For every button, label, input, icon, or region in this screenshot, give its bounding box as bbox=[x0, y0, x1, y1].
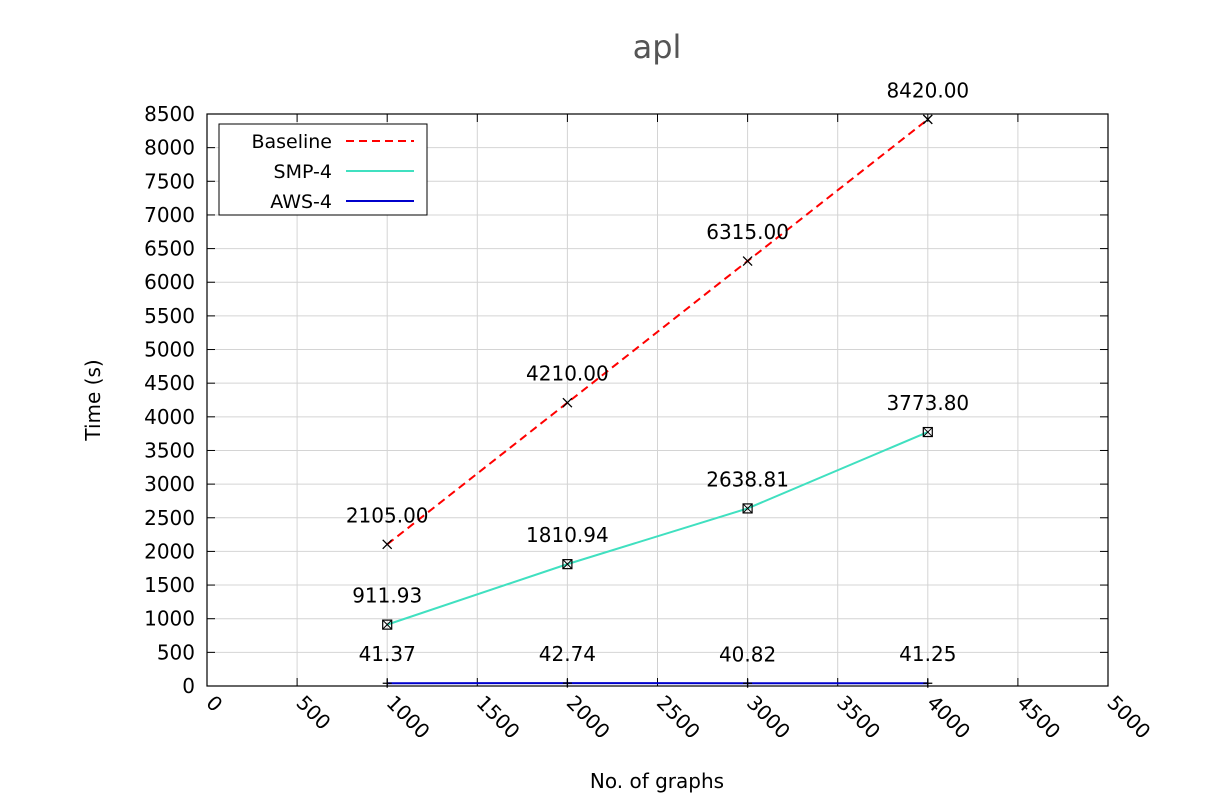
y-tick-label: 3000 bbox=[144, 472, 195, 496]
legend-label: SMP-4 bbox=[274, 161, 332, 183]
series-line-baseline bbox=[386, 118, 929, 546]
x-tick-label: 2500 bbox=[652, 691, 705, 744]
legend-label: Baseline bbox=[251, 131, 332, 153]
x-tick-label: 1000 bbox=[382, 691, 435, 744]
data-marker bbox=[382, 539, 393, 550]
y-tick-label: 7500 bbox=[144, 169, 195, 193]
data-label: 41.25 bbox=[899, 642, 956, 666]
data-label: 1810.94 bbox=[526, 523, 609, 547]
chart-title: apl bbox=[633, 28, 682, 66]
data-label: 4210.00 bbox=[526, 362, 609, 386]
data-label: 40.82 bbox=[719, 642, 776, 666]
series-lines bbox=[386, 118, 929, 685]
x-tick-label: 500 bbox=[292, 691, 336, 735]
y-tick-label: 2500 bbox=[144, 506, 195, 530]
x-axis-label: No. of graphs bbox=[590, 769, 724, 793]
data-marker bbox=[742, 503, 753, 514]
y-tick-label: 6500 bbox=[144, 237, 195, 261]
y-tick-label: 4500 bbox=[144, 371, 195, 395]
data-labels: 2105.00 4210.00 6315.00 8420.00 911.93 1810.9… bbox=[346, 78, 969, 666]
y-tick-label: 4000 bbox=[144, 405, 195, 429]
data-label: 2105.00 bbox=[346, 503, 429, 527]
data-marker bbox=[922, 114, 933, 125]
y-tick-label: 8500 bbox=[144, 102, 195, 126]
data-label: 3773.80 bbox=[886, 391, 969, 415]
y-tick-label: 3500 bbox=[144, 438, 195, 462]
y-tick-label: 7000 bbox=[144, 203, 195, 227]
series-line-smp-4 bbox=[386, 431, 929, 626]
x-tick-label: 3500 bbox=[832, 691, 885, 744]
data-marker bbox=[562, 559, 573, 570]
y-tick-label: 500 bbox=[157, 640, 195, 664]
legend-label: AWS-4 bbox=[270, 191, 332, 213]
y-tick-labels: 0 500 1000 1500 2000 2500 3000 3500 4000 4500 5000… bbox=[144, 102, 195, 698]
data-label: 42.74 bbox=[539, 642, 596, 666]
data-marker bbox=[922, 426, 933, 438]
y-tick-label: 5500 bbox=[144, 304, 195, 328]
plot-frame bbox=[206, 113, 1109, 687]
y-tick-label: 5000 bbox=[144, 338, 195, 362]
x-tick-label: 2000 bbox=[562, 691, 615, 744]
y-tick-label: 6000 bbox=[144, 270, 195, 294]
x-tick-label: 4000 bbox=[922, 691, 975, 744]
x-tick-label: 0 bbox=[201, 691, 227, 717]
y-tick-label: 0 bbox=[182, 674, 195, 698]
data-marker bbox=[562, 397, 573, 408]
y-tick-label: 1500 bbox=[144, 573, 195, 597]
data-label: 41.37 bbox=[359, 642, 416, 666]
data-marker bbox=[382, 619, 393, 630]
y-tick-label: 1000 bbox=[144, 607, 195, 631]
x-tick-label: 1500 bbox=[472, 691, 525, 744]
y-axis-label: Time (s) bbox=[81, 359, 105, 441]
x-tick-label: 4500 bbox=[1012, 691, 1065, 744]
data-label: 2638.81 bbox=[706, 467, 789, 491]
y-tick-label: 8000 bbox=[144, 136, 195, 160]
data-marker bbox=[742, 256, 753, 266]
x-tick-label: 5000 bbox=[1102, 691, 1155, 744]
data-label: 6315.00 bbox=[706, 220, 789, 244]
x-tick-labels: 0 500 1000 1500 2000 2500 3000 3500 4000 4500 5000 bbox=[201, 691, 1155, 744]
y-tick-label: 2000 bbox=[144, 539, 195, 563]
data-markers bbox=[382, 114, 933, 688]
data-label: 8420.00 bbox=[886, 78, 969, 102]
data-label: 911.93 bbox=[352, 584, 422, 608]
legend-box bbox=[218, 123, 428, 216]
x-tick-label: 3000 bbox=[742, 691, 795, 744]
legend: Baseline SMP-4 AWS-4 bbox=[218, 123, 428, 216]
